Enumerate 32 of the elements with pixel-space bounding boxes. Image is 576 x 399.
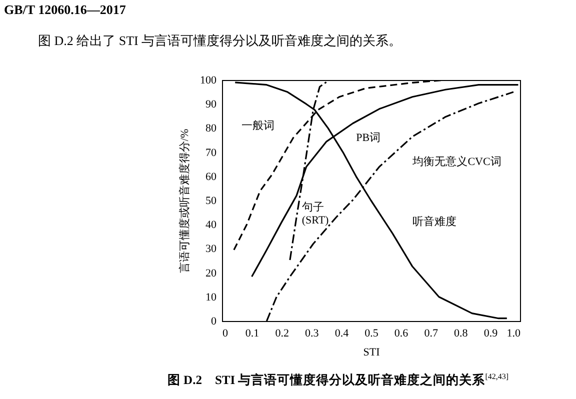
y-tick-label: 90 xyxy=(206,98,217,111)
y-tick-label: 100 xyxy=(200,74,217,86)
x-tick-label: 0.5 xyxy=(364,328,379,340)
y-tick-label: 30 xyxy=(206,243,217,256)
x-tick-label: 0.7 xyxy=(424,328,438,340)
x-tick-label: 0.4 xyxy=(334,328,350,340)
series-label: 句子 (SRT) xyxy=(302,202,330,227)
y-tick-label: 10 xyxy=(206,291,217,304)
y-tick-label: 80 xyxy=(206,122,217,135)
y-tick-label: 20 xyxy=(206,267,217,280)
x-tick-label: 0.1 xyxy=(245,328,260,340)
y-tick-label: 70 xyxy=(206,146,217,159)
x-tick-label: 0 xyxy=(222,328,228,340)
y-tick-label: 60 xyxy=(206,170,217,183)
x-tick-label: 0.6 xyxy=(394,328,409,340)
text: 图 D.2 STI 与言语可懂度得分以及听音难度之间的关系$^{[42,43]}$ xyxy=(166,372,510,390)
y-tick-label: 0 xyxy=(211,316,217,328)
text: GB/T 12060.16—2017 xyxy=(4,2,126,18)
series-label: 一般词 xyxy=(241,120,274,132)
y-tick-label: 50 xyxy=(206,195,217,207)
x-tick-label: 0.8 xyxy=(454,328,468,340)
series-label: 均衡无意义CVC词 xyxy=(412,154,502,168)
y-axis-title: 言语可懂度或听音难度得分/% xyxy=(178,128,191,274)
x-tick-label: 0.3 xyxy=(305,328,320,340)
x-tick-label: 0.9 xyxy=(484,328,498,340)
x-tick-label: 0.2 xyxy=(275,328,289,340)
text: 图 D.2 给出了 STI 与言语可懂度得分以及听音难度之间的关系。 xyxy=(38,32,402,50)
series-label: 听音难度 xyxy=(412,215,457,228)
y-tick-label: 40 xyxy=(206,219,217,232)
series-label: PB词 xyxy=(356,132,381,144)
x-tick-label: 1.0 xyxy=(506,328,521,340)
x-axis-title: STI xyxy=(363,346,380,358)
